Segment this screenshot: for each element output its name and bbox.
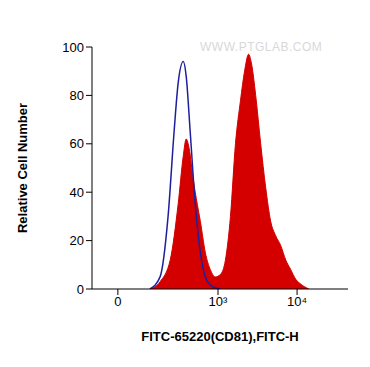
html-text:WWW.PTGLAB.COM: WWW.PTGLAB.COM — [200, 40, 323, 54]
svg-text:40: 40 — [70, 185, 84, 200]
svg-text:100: 100 — [62, 40, 84, 55]
svg-text:Relative Cell Number: Relative Cell Number — [15, 103, 30, 233]
svg-text:10³: 10³ — [209, 294, 228, 309]
svg-text:10⁴: 10⁴ — [287, 294, 307, 309]
svg-text:80: 80 — [70, 88, 84, 103]
svg-text:FITC-65220(CD81),FITC-H: FITC-65220(CD81),FITC-H — [141, 329, 298, 344]
svg-text:0: 0 — [114, 294, 121, 309]
svg-text:20: 20 — [70, 233, 84, 248]
svg-text:60: 60 — [70, 136, 84, 151]
svg-text:0: 0 — [77, 282, 84, 297]
